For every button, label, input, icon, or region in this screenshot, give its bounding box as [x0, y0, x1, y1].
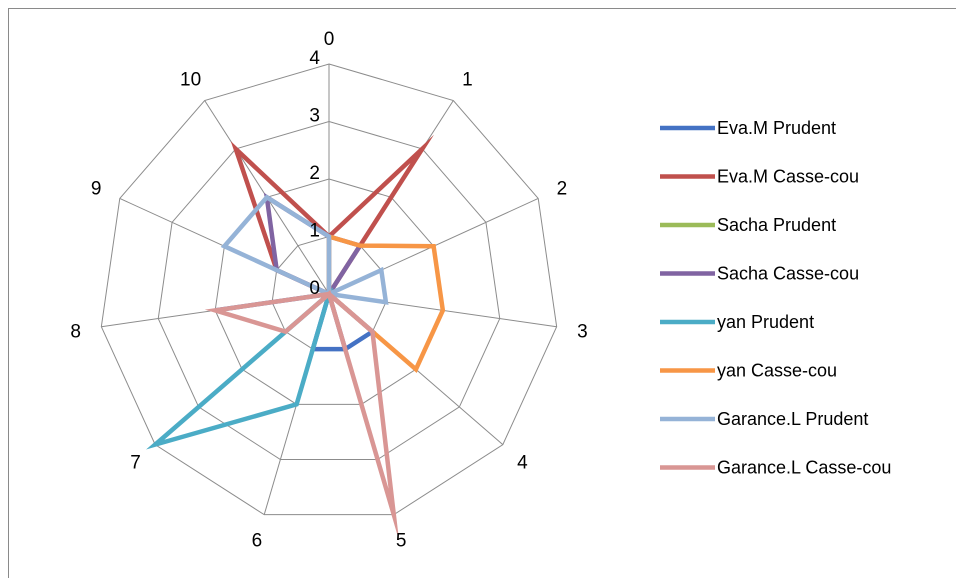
category-label: 10: [180, 70, 201, 91]
legend-label: yan Prudent: [717, 312, 814, 332]
category-label: 6: [252, 531, 263, 552]
legend-label: Garance.L Casse-cou: [717, 458, 891, 478]
legend-label: Garance.L Prudent: [717, 409, 868, 429]
category-label: 1: [462, 70, 473, 91]
tick-label: 2: [309, 163, 320, 184]
category-label: 4: [517, 453, 528, 474]
series-line: [220, 194, 389, 305]
series-layer: [146, 134, 446, 541]
category-label: 5: [396, 531, 407, 552]
category-label: 8: [70, 321, 81, 342]
tick-labels: 0 1 2 3 4: [309, 48, 320, 299]
tick-label: 4: [309, 48, 320, 69]
category-label: 9: [91, 179, 102, 200]
category-label: 0: [324, 29, 335, 50]
tick-label: 0: [309, 278, 320, 299]
legend-label: yan Casse-cou: [717, 361, 837, 381]
series-line: [204, 290, 400, 541]
legend-label: Eva.M Casse-cou: [717, 167, 859, 187]
grid-ring: [157, 120, 501, 461]
tick-label: 3: [309, 106, 320, 127]
category-label: 7: [130, 453, 141, 474]
grid-ring: [100, 63, 558, 516]
series-line: [146, 287, 334, 450]
chart-frame: [8, 8, 956, 578]
legend-label: Sacha Prudent: [717, 215, 836, 235]
category-label: 2: [557, 179, 568, 200]
category-label: 3: [577, 321, 588, 342]
legend-label: Eva.M Prudent: [717, 118, 836, 138]
tick-label: 1: [309, 221, 320, 242]
legend: Eva.M Prudent Eva.M Casse-cou Sacha Pruden…: [660, 118, 891, 478]
legend-label: Sacha Casse-cou: [717, 264, 859, 284]
